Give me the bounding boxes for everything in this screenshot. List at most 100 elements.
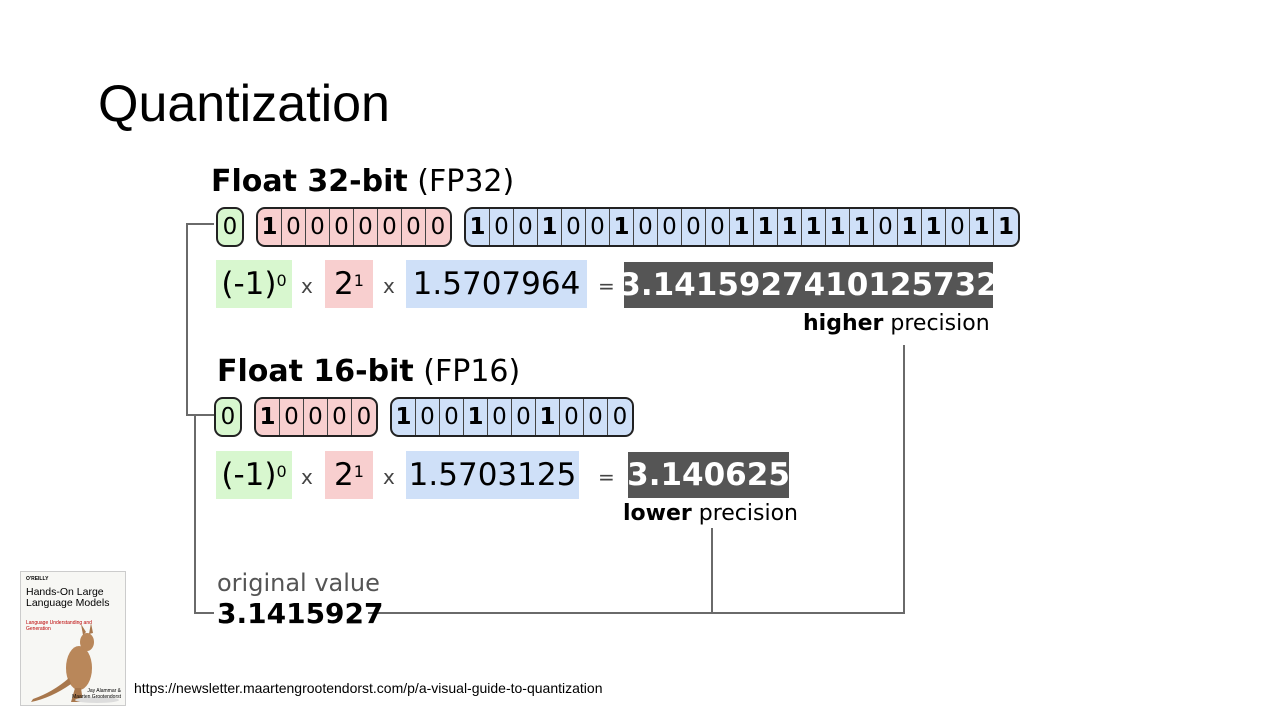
bit-cell: 0	[220, 404, 236, 430]
fp32-exp-base: 2	[334, 266, 354, 302]
bit-cell: 0	[512, 399, 536, 435]
bit-cell: 0	[356, 404, 372, 430]
bit-cell: 0	[378, 209, 402, 245]
fp32-precision-label: higher precision	[803, 311, 990, 336]
bit-cell: 0	[328, 399, 352, 435]
bit-cell: 0	[634, 209, 658, 245]
bit-cell: 1	[898, 209, 922, 245]
bit-cell: 0	[430, 214, 446, 240]
bit-cell: 1	[464, 399, 488, 435]
book-subtitle: Language Understanding and Generation	[26, 620, 92, 632]
bit-cell: 0	[222, 214, 238, 240]
bit-cell: 0	[560, 399, 584, 435]
bit-cell: 0	[586, 209, 610, 245]
fp16-precision-bold: lower	[623, 501, 692, 526]
fp16-equals: =	[598, 465, 615, 489]
fp32-sign-exp: 0	[276, 270, 287, 290]
bracket-connector-top	[186, 223, 188, 416]
bit-cell: 0	[612, 404, 628, 430]
bit-cell: 0	[402, 209, 426, 245]
bit-cell: 0	[304, 399, 328, 435]
bit-cell: 1	[754, 209, 778, 245]
bracket-connector-top-h1	[186, 223, 214, 225]
book-title: Hands-On Large Language Models	[26, 586, 110, 609]
bracket-connector-bottom-h	[194, 612, 214, 614]
bit-cell: 0	[658, 209, 682, 245]
bit-cell: 0	[946, 209, 970, 245]
bit-cell: 1	[536, 399, 560, 435]
slide-title: Quantization	[98, 75, 390, 133]
fp32-times-2: x	[383, 274, 395, 298]
bit-cell: 0	[488, 399, 512, 435]
bit-cell: 1	[802, 209, 826, 245]
bit-cell: 1	[256, 399, 280, 435]
bit-cell: 1	[970, 209, 994, 245]
bit-cell: 1	[538, 209, 562, 245]
bit-cell: 1	[730, 209, 754, 245]
bracket-connector-top-h2	[186, 414, 214, 416]
bit-cell: 0	[354, 209, 378, 245]
fp32-precision-bold: higher	[803, 311, 884, 336]
bit-cell: 1	[850, 209, 874, 245]
bit-cell: 0	[306, 209, 330, 245]
fp16-precision-label: lower precision	[623, 501, 798, 526]
bit-cell: 0	[682, 209, 706, 245]
fp16-sign-base: (-1)	[221, 457, 277, 493]
bit-cell: 1	[826, 209, 850, 245]
book-authors: Jay Alammar & Maarten Grootendorst	[72, 688, 121, 700]
bit-cell: 0	[330, 209, 354, 245]
book-publisher: O'REILLY	[26, 576, 49, 582]
bit-cell: 1	[922, 209, 946, 245]
fp32-sign-base: (-1)	[221, 266, 277, 302]
bit-cell: 1	[258, 209, 282, 245]
fp16-heading: Float 16-bit (FP16)	[217, 354, 520, 390]
bit-cell: 1	[610, 209, 634, 245]
bit-cell: 0	[280, 399, 304, 435]
fp32-sign-term: (-1) 0	[216, 260, 292, 308]
original-connector-h	[368, 612, 905, 614]
bit-cell: 0	[490, 209, 514, 245]
fp16-exp-exp: 1	[353, 461, 364, 481]
bit-cell: 0	[706, 209, 730, 245]
bit-cell: 0	[874, 209, 898, 245]
bit-cell: 1	[466, 209, 490, 245]
fp32-equals: =	[598, 274, 615, 298]
source-url-link[interactable]: https://newsletter.maartengrootendorst.c…	[134, 680, 603, 696]
bit-cell: 1	[997, 214, 1014, 240]
bracket-connector-bottom	[194, 416, 196, 614]
fp16-heading-bold: Float 16-bit	[217, 354, 414, 389]
fp16-mantissa-term: 1.5703125	[406, 451, 579, 499]
original-value-label: original value	[217, 569, 380, 597]
bit-cell: 0	[514, 209, 538, 245]
bit-cell: 0	[416, 399, 440, 435]
fp32-sign-bits: 0	[216, 207, 244, 247]
bit-cell: 0	[440, 399, 464, 435]
fp16-sign-exp: 0	[276, 461, 287, 481]
fp16-sign-term: (-1) 0	[216, 451, 292, 499]
book-cover-image: O'REILLY Hands-On Large Language Models …	[20, 571, 126, 706]
fp16-heading-light: (FP16)	[423, 354, 521, 389]
bit-cell: 0	[282, 209, 306, 245]
bit-cell: 1	[778, 209, 802, 245]
bit-cell: 0	[584, 399, 608, 435]
fp16-result: 3.140625	[627, 452, 790, 498]
kangaroo-illustration-icon	[31, 623, 119, 703]
fp32-exp-exp: 1	[353, 270, 364, 290]
fp16-precision-light: precision	[698, 501, 798, 526]
original-value: 3.1415927	[217, 597, 384, 630]
fp16-times-2: x	[383, 465, 395, 489]
fp16-result-connector	[711, 528, 713, 613]
fp32-result: 3.1415927410125732	[619, 262, 998, 308]
fp32-heading: Float 32-bit (FP32)	[211, 164, 514, 200]
fp16-exp-base: 2	[334, 457, 354, 493]
fp32-heading-bold: Float 32-bit	[211, 164, 408, 199]
fp16-times-1: x	[301, 465, 313, 489]
